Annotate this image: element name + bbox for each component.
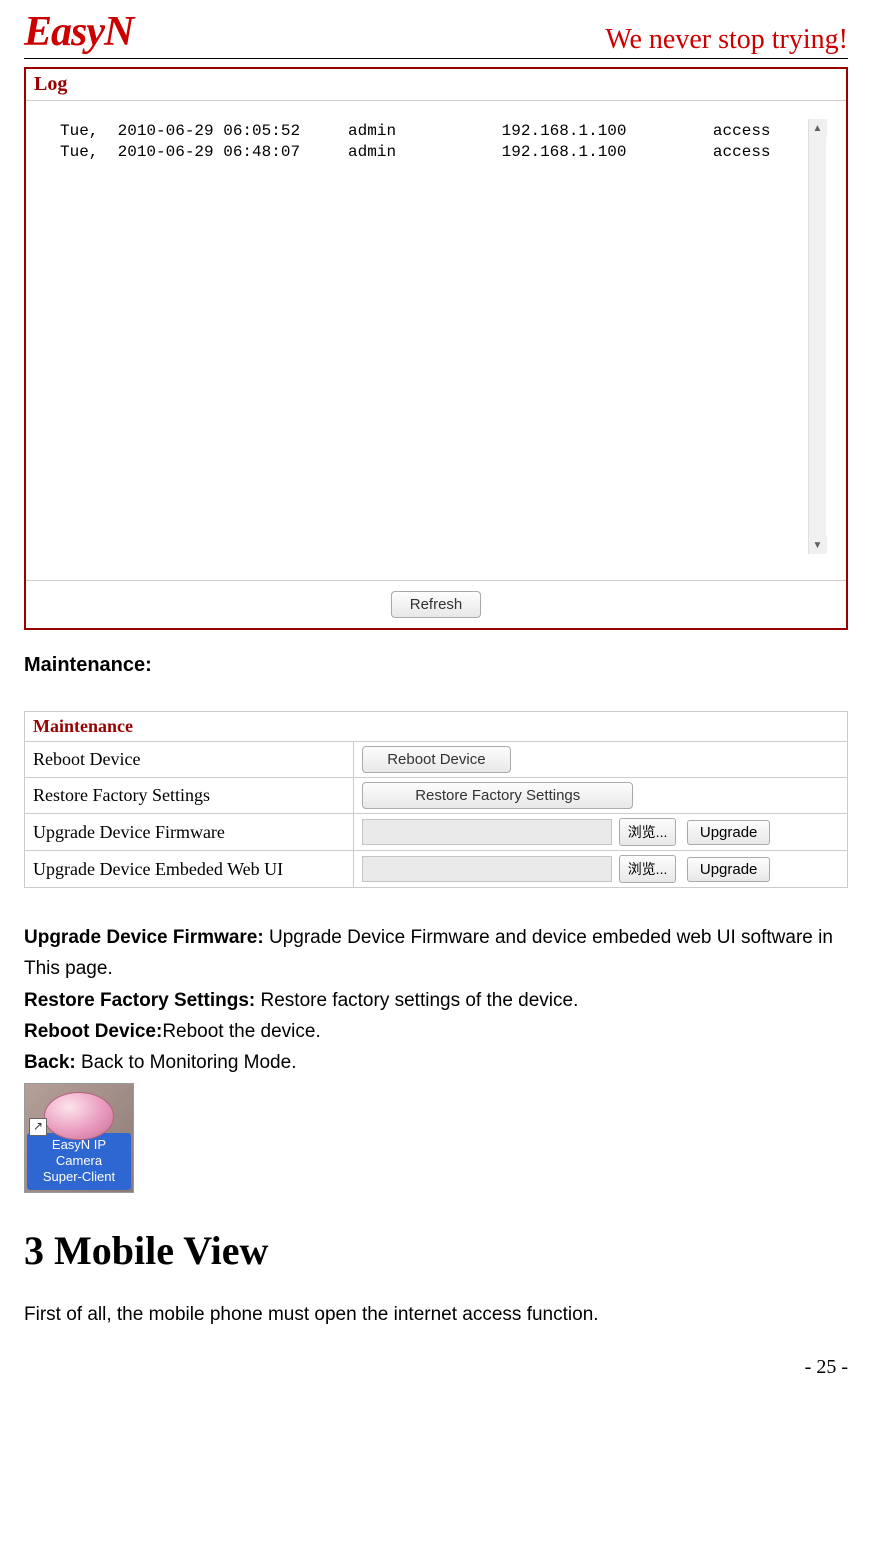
log-footer: Refresh	[26, 581, 846, 628]
restore-label: Restore Factory Settings	[25, 778, 354, 814]
desc-reboot-term: Reboot Device:	[24, 1021, 162, 1042]
desc-restore-text: Restore factory settings of the device.	[261, 990, 579, 1011]
page-header: EasyN We never stop trying!	[24, 8, 848, 59]
log-panel: Log Tue, 2010-06-29 06:05:52 admin 192.1…	[24, 67, 848, 630]
descriptions-block: Upgrade Device Firmware: Upgrade Device …	[24, 922, 848, 1193]
webui-file-input[interactable]	[362, 856, 612, 882]
scroll-down-icon[interactable]: ▼	[809, 536, 827, 554]
log-body: Tue, 2010-06-29 06:05:52 admin 192.168.1…	[26, 101, 846, 581]
upgrade-webui-label: Upgrade Device Embeded Web UI	[25, 851, 354, 888]
maintenance-title: Maintenance	[25, 712, 848, 742]
log-scrollbar[interactable]: ▲ ▼	[808, 119, 826, 554]
maintenance-heading: Maintenance:	[24, 654, 848, 677]
desc-upgrade-firmware: Upgrade Device Firmware: Upgrade Device …	[24, 922, 848, 985]
reboot-label: Reboot Device	[25, 742, 354, 778]
maintenance-table: Maintenance Reboot Device Reboot Device …	[24, 711, 848, 888]
globe-icon	[44, 1092, 114, 1140]
maintenance-row-reboot: Reboot Device Reboot Device	[25, 742, 848, 778]
logo: EasyN	[24, 8, 133, 56]
app-icon-label: EasyN IP Camera Super-Client	[27, 1133, 131, 1190]
firmware-upgrade-button[interactable]: Upgrade	[687, 820, 771, 845]
desc-reboot: Reboot Device:Reboot the device.	[24, 1016, 848, 1047]
desc-back-term: Back:	[24, 1052, 81, 1073]
app-icon-easyn-client[interactable]: ↗ EasyN IP Camera Super-Client	[24, 1083, 134, 1193]
reboot-device-button[interactable]: Reboot Device	[362, 746, 510, 773]
tagline: We never stop trying!	[605, 24, 848, 56]
desc-upgrade-firmware-term: Upgrade Device Firmware:	[24, 927, 269, 948]
log-content: Tue, 2010-06-29 06:05:52 admin 192.168.1…	[42, 113, 830, 553]
webui-upgrade-button[interactable]: Upgrade	[687, 857, 771, 882]
desc-back: Back: Back to Monitoring Mode.	[24, 1047, 848, 1078]
chapter-intro: First of all, the mobile phone must open…	[24, 1304, 848, 1326]
maintenance-row-restore: Restore Factory Settings Restore Factory…	[25, 778, 848, 814]
firmware-file-input[interactable]	[362, 819, 612, 845]
page-number: - 25 -	[24, 1356, 848, 1379]
webui-browse-button[interactable]: 浏览...	[619, 855, 677, 883]
upgrade-firmware-label: Upgrade Device Firmware	[25, 814, 354, 851]
desc-back-text: Back to Monitoring Mode.	[81, 1052, 296, 1073]
firmware-browse-button[interactable]: 浏览...	[619, 818, 677, 846]
restore-factory-button[interactable]: Restore Factory Settings	[362, 782, 633, 809]
shortcut-arrow-icon: ↗	[29, 1118, 47, 1136]
maintenance-row-upgrade-webui: Upgrade Device Embeded Web UI 浏览... Upgr…	[25, 851, 848, 888]
log-panel-title: Log	[26, 69, 846, 101]
scroll-up-icon[interactable]: ▲	[809, 119, 827, 137]
desc-reboot-text: Reboot the device.	[162, 1021, 320, 1042]
desc-restore-term: Restore Factory Settings:	[24, 990, 261, 1011]
refresh-button[interactable]: Refresh	[391, 591, 482, 618]
maintenance-row-upgrade-firmware: Upgrade Device Firmware 浏览... Upgrade	[25, 814, 848, 851]
app-icon-label-line3: Super-Client	[43, 1169, 115, 1184]
desc-restore: Restore Factory Settings: Restore factor…	[24, 985, 848, 1016]
chapter-title: 3 Mobile View	[24, 1227, 848, 1274]
app-icon-label-line2: Camera	[56, 1153, 102, 1168]
